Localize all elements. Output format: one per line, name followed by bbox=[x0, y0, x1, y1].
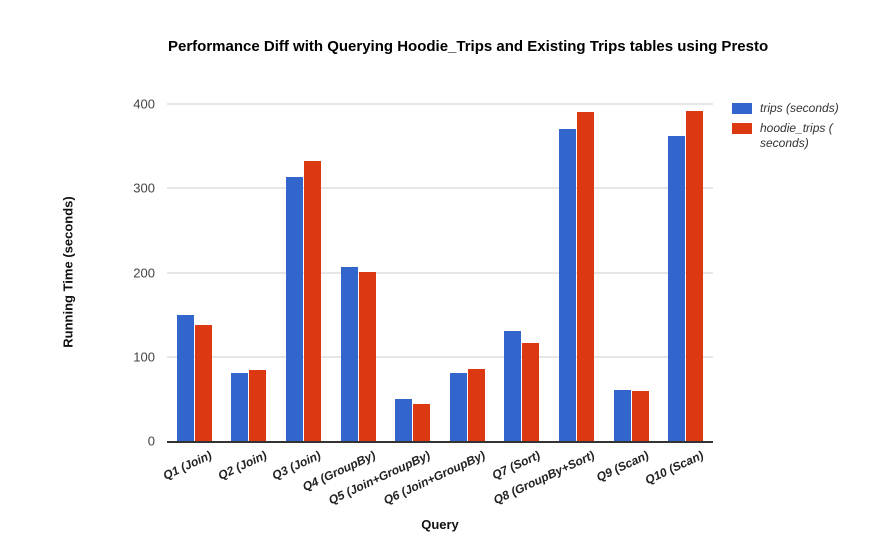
y-tick-label: 300 bbox=[133, 180, 155, 196]
gridline bbox=[167, 187, 713, 189]
x-tick-label: Q6 (Join+GroupBy) bbox=[381, 448, 488, 508]
bar-Q2 (Join)-trips[interactable] bbox=[231, 372, 249, 441]
gridline bbox=[167, 356, 713, 358]
x-tick-label: Q10 (Scan) bbox=[642, 448, 706, 488]
x-axis-tick-labels: Q1 (Join) Q2 (Join) Q3 (Join) Q4 (GroupBy) Q… bbox=[161, 444, 713, 524]
bar-Q1 (Join)-trips[interactable] bbox=[176, 314, 194, 441]
bar-Q2 (Join)-hoodie_trips[interactable] bbox=[249, 370, 267, 441]
x-tick-label: Q2 (Join) bbox=[215, 448, 269, 483]
bar-groups bbox=[167, 104, 713, 441]
bar-Q7 (Sort)-trips[interactable] bbox=[504, 331, 522, 441]
legend-swatch-icon bbox=[732, 123, 752, 134]
y-tick-label: 200 bbox=[133, 265, 155, 280]
bar-group bbox=[604, 104, 659, 441]
chart-title: Performance Diff with Querying Hoodie_Tr… bbox=[168, 38, 769, 55]
x-tick-label: Q1 (Join) bbox=[161, 448, 215, 483]
bar-Q6 (Join+GroupBy)-trips[interactable] bbox=[449, 372, 467, 441]
bar-Q3 (Join)-hoodie_trips[interactable] bbox=[303, 161, 321, 441]
bar-Q9 (Scan)-hoodie_trips[interactable] bbox=[631, 391, 649, 441]
bar-group bbox=[495, 104, 550, 441]
bar-Q10 (Scan)-hoodie_trips[interactable] bbox=[686, 110, 704, 441]
x-axis-title: Query bbox=[421, 517, 459, 532]
y-tick-label: 100 bbox=[133, 349, 155, 365]
bar-group bbox=[331, 104, 386, 441]
bar-group bbox=[276, 104, 331, 441]
bar-group bbox=[549, 104, 604, 441]
bar-group bbox=[222, 104, 277, 441]
bar-group bbox=[385, 104, 440, 441]
bar-group bbox=[440, 104, 495, 441]
bar-Q8 (GroupBy+Sort)-hoodie_trips[interactable] bbox=[576, 112, 594, 441]
bar-Q4 (GroupBy)-hoodie_trips[interactable] bbox=[358, 271, 376, 441]
x-tick-label: Q8 (GroupBy+Sort) bbox=[491, 448, 597, 508]
y-tick-label: 400 bbox=[133, 96, 155, 112]
legend-item: hoodie_trips ( seconds) bbox=[732, 121, 882, 151]
gridline bbox=[167, 272, 713, 273]
bar-Q3 (Join)-trips[interactable] bbox=[285, 177, 303, 441]
legend-item: trips (seconds) bbox=[732, 101, 882, 116]
legend-swatch-icon bbox=[732, 103, 752, 114]
y-axis-tick-labels: 0 100 200 300 400 bbox=[0, 97, 155, 449]
bar-Q5 (Join+GroupBy)-trips[interactable] bbox=[395, 398, 413, 441]
bar-Q6 (Join+GroupBy)-hoodie_trips[interactable] bbox=[467, 369, 485, 441]
bar-Q9 (Scan)-trips[interactable] bbox=[613, 390, 631, 441]
bar-Q4 (GroupBy)-trips[interactable] bbox=[340, 266, 358, 441]
bar-Q8 (GroupBy+Sort)-trips[interactable] bbox=[558, 129, 576, 441]
bar-Q1 (Join)-hoodie_trips[interactable] bbox=[194, 324, 212, 441]
bar-group bbox=[658, 104, 713, 441]
y-tick-label: 0 bbox=[147, 433, 155, 449]
legend-label: hoodie_trips ( seconds) bbox=[760, 121, 833, 150]
gridline bbox=[167, 103, 713, 105]
legend: trips (seconds) hoodie_trips ( seconds) bbox=[732, 101, 882, 156]
legend-label: trips (seconds) bbox=[760, 101, 839, 115]
bar-Q7 (Sort)-hoodie_trips[interactable] bbox=[522, 343, 540, 441]
bar-group bbox=[167, 104, 222, 441]
bar-Q5 (Join+GroupBy)-hoodie_trips[interactable] bbox=[413, 403, 431, 441]
plot-area bbox=[167, 103, 713, 443]
bar-Q10 (Scan)-trips[interactable] bbox=[668, 136, 686, 441]
x-tick-label: Q9 (Scan) bbox=[594, 448, 652, 485]
